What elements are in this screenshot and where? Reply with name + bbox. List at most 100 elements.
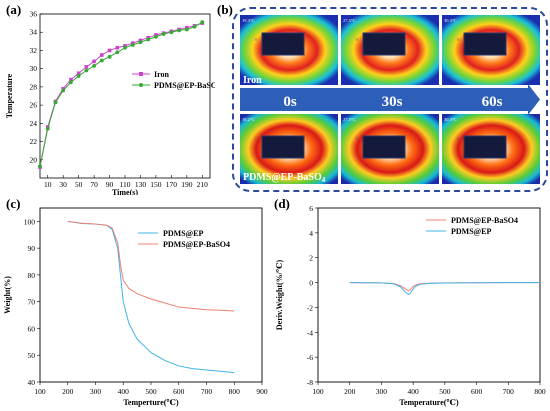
x-tick-label: 600 bbox=[173, 387, 185, 396]
chart-d-dtg-deriv-weight: 100 200 300 400 500 600 700 800 -8 -6 -4 -2 0 2 4 6 Temp… bbox=[275, 204, 546, 407]
temp-readout-r0-c1: 27.5°C bbox=[343, 18, 356, 23]
data-point-1 bbox=[169, 30, 174, 35]
x-tick-label: 500 bbox=[145, 387, 157, 396]
data-point-0 bbox=[84, 65, 89, 69]
series-line-0 bbox=[349, 282, 540, 292]
data-point-1 bbox=[123, 45, 127, 50]
sample-block-r1-c2 bbox=[463, 135, 507, 159]
data-point-1 bbox=[84, 68, 89, 73]
legend-label-1: PDMS@EP-BaSO4 bbox=[163, 240, 230, 249]
data-point-1 bbox=[192, 24, 197, 29]
x-tick-label: 700 bbox=[201, 387, 213, 396]
y-tick-label: 2 bbox=[309, 254, 313, 263]
y-tick-label: -4 bbox=[307, 328, 313, 337]
crosshair-r0-c1: × bbox=[355, 36, 359, 44]
y-tick-label: -8 bbox=[307, 378, 313, 387]
x-tick-label: 300 bbox=[376, 387, 388, 396]
legend-label-0: Iron bbox=[154, 70, 170, 79]
crosshair-r1-c2: × bbox=[456, 135, 460, 143]
plot-frame bbox=[317, 207, 541, 383]
y-tick-label: 90 bbox=[28, 244, 36, 253]
x-tick-label: 10 bbox=[44, 180, 52, 189]
crosshair-r1-c0: × bbox=[254, 135, 258, 143]
data-point-0 bbox=[69, 77, 73, 82]
series-line-1 bbox=[39, 21, 203, 167]
chart-c-tga-weight: 100 200 300 400 500 600 700 800 900 40 50 60 70 80 90 1… bbox=[3, 207, 268, 407]
thermal-image-panel: × 19.3°C × 27.5°C × 30.3°C × 18.2°C × 27.5°C × 30.3… bbox=[232, 7, 548, 192]
x-tick-label: 200 bbox=[344, 387, 356, 396]
y-tick-label: 6 bbox=[309, 204, 313, 213]
panel-label-c: (c) bbox=[6, 196, 21, 211]
x-tick-label: 30 bbox=[59, 180, 67, 189]
x-tick-label: 100 bbox=[34, 387, 46, 396]
y-tick-label: 80 bbox=[28, 271, 36, 280]
legend-marker-1 bbox=[139, 83, 143, 87]
y-tick-label: 20 bbox=[30, 155, 38, 164]
plot-frame bbox=[39, 13, 211, 179]
x-tick-label: 800 bbox=[534, 387, 546, 396]
y-tick-label: 28 bbox=[30, 82, 38, 91]
time-label-0: 0s bbox=[283, 94, 297, 110]
time-arrow-band bbox=[240, 88, 530, 111]
x-tick-label: 100 bbox=[312, 387, 324, 396]
x-tick-label: 110 bbox=[120, 180, 131, 189]
data-point-1 bbox=[115, 50, 120, 55]
x-tick-label: 500 bbox=[439, 387, 451, 396]
legend-label-0: PDMS@EP-BaSO4 bbox=[451, 216, 518, 225]
y-tick-label: 22 bbox=[30, 137, 38, 146]
series-line-0 bbox=[39, 22, 203, 168]
crosshair-r1-c1: × bbox=[355, 135, 359, 143]
x-tick-label: 700 bbox=[503, 387, 515, 396]
temp-readout-r1-c1: 27.5°C bbox=[343, 117, 356, 122]
data-point-1 bbox=[92, 64, 96, 68]
x-tick-label: 130 bbox=[135, 180, 147, 189]
data-point-1 bbox=[76, 74, 81, 78]
data-point-0 bbox=[107, 48, 112, 53]
temp-readout-r1-c2: 30.3°C bbox=[444, 117, 457, 122]
data-point-1 bbox=[177, 28, 181, 33]
temp-readout-r0-c2: 30.3°C bbox=[444, 18, 457, 23]
x-tick-label: 50 bbox=[75, 180, 83, 189]
data-point-1 bbox=[69, 80, 73, 85]
data-point-1 bbox=[53, 100, 58, 105]
y-tick-label: -6 bbox=[307, 353, 313, 362]
data-point-1 bbox=[161, 32, 166, 36]
sample-block-r0-c2 bbox=[463, 32, 507, 56]
y-axis-label: Weight(%) bbox=[3, 276, 12, 314]
x-tick-label: 400 bbox=[408, 387, 420, 396]
y-tick-label: 40 bbox=[28, 378, 36, 387]
data-point-1 bbox=[154, 34, 158, 39]
x-tick-label: 210 bbox=[197, 180, 209, 189]
legend-marker-0 bbox=[139, 72, 143, 76]
plot-frame bbox=[39, 207, 263, 383]
legend-label-1: PDMS@EP-BaSO4 bbox=[154, 81, 215, 92]
y-tick-label: 100 bbox=[24, 217, 36, 226]
data-point-0 bbox=[100, 53, 104, 57]
x-tick-label: 800 bbox=[229, 387, 241, 396]
y-tick-label: 30 bbox=[30, 64, 38, 73]
x-axis-label: Temperture(℃) bbox=[123, 398, 179, 407]
y-tick-label: 34 bbox=[30, 28, 38, 37]
data-point-1 bbox=[184, 27, 189, 32]
sample-block-r0-c0 bbox=[261, 32, 305, 56]
y-axis-label: Temperature bbox=[5, 73, 14, 118]
x-tick-label: 900 bbox=[256, 387, 268, 396]
y-tick-label: 70 bbox=[28, 298, 36, 307]
y-tick-label: -2 bbox=[307, 303, 313, 312]
x-tick-label: 90 bbox=[106, 180, 114, 189]
data-point-0 bbox=[76, 71, 81, 76]
data-point-0 bbox=[92, 59, 96, 64]
x-tick-label: 200 bbox=[62, 387, 74, 396]
sample-block-r1-c0 bbox=[261, 135, 305, 159]
y-tick-label: 36 bbox=[30, 10, 38, 19]
crosshair-r0-c0: × bbox=[254, 36, 258, 44]
sample-block-r1-c1 bbox=[362, 135, 406, 159]
panel-label-b: (b) bbox=[217, 2, 233, 17]
temp-readout-r0-c0: 19.3°C bbox=[242, 18, 255, 23]
temp-readout-r1-c0: 18.2°C bbox=[242, 117, 255, 122]
data-point-0 bbox=[115, 45, 120, 50]
y-tick-label: 60 bbox=[28, 324, 36, 333]
x-axis-label: Time(s) bbox=[112, 188, 138, 195]
y-axis-label: Deriv.Weight(%/℃) bbox=[275, 260, 284, 331]
thermal-grid-svg: × 19.3°C × 27.5°C × 30.3°C × 18.2°C × 27.5°C × 30.3… bbox=[240, 15, 540, 184]
